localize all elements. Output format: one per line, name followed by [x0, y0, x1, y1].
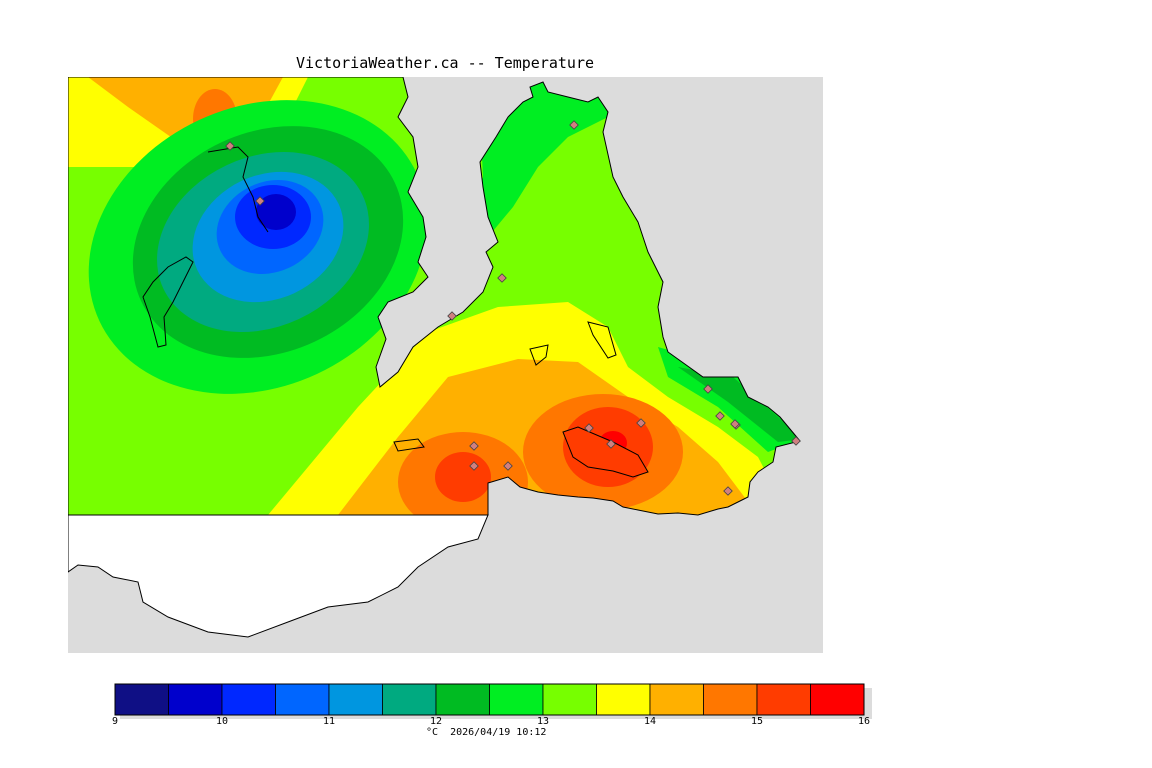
island-outline: [529, 344, 549, 366]
station-marker: [497, 273, 507, 283]
color-legend: [114, 683, 872, 719]
legend-tick-label: 15: [750, 716, 764, 727]
station-marker: [715, 411, 725, 421]
legend-bin: [810, 683, 865, 716]
legend-bin: [703, 683, 758, 716]
legend-bin: [382, 683, 437, 716]
legend-frame: [114, 683, 865, 716]
station-marker: [584, 423, 594, 433]
station-marker: [569, 120, 579, 130]
unmapped-land: [68, 514, 489, 638]
legend-tick-label: 10: [215, 716, 229, 727]
station-marker: [503, 461, 513, 471]
station-marker: [791, 436, 801, 446]
station-marker: [469, 441, 479, 451]
island-outline: [393, 438, 425, 452]
island-outline: [562, 426, 649, 478]
temperature-map: [68, 77, 823, 653]
station-marker: [447, 311, 457, 321]
legend-bin: [114, 683, 169, 716]
legend-caption: °C 2026/04/19 10:12: [426, 727, 547, 738]
station-marker: [636, 418, 646, 428]
legend-tick-label: 11: [322, 716, 336, 727]
station-markers: [225, 120, 801, 496]
station-marker: [469, 461, 479, 471]
station-marker: [703, 384, 713, 394]
river-outline: [207, 146, 269, 233]
island-outline: [142, 256, 194, 348]
legend-tick-label: 12: [429, 716, 443, 727]
legend-bin: [275, 683, 330, 716]
legend-bin: [596, 683, 651, 716]
legend-tick-label: 13: [536, 716, 550, 727]
station-marker: [723, 486, 733, 496]
island-outline: [587, 321, 617, 359]
station-marker: [730, 419, 740, 429]
legend-bin: [489, 683, 544, 716]
station-marker: [225, 141, 235, 151]
legend-tick-label: 16: [857, 716, 871, 727]
legend-bin: [435, 683, 490, 716]
station-marker: [255, 196, 265, 206]
legend-tick-label: 9: [111, 716, 119, 727]
station-marker: [606, 439, 616, 449]
legend-bin: [649, 683, 704, 716]
legend-bin: [221, 683, 276, 716]
legend-bins: [114, 683, 865, 716]
legend-bin: [168, 683, 223, 716]
legend-tick-label: 14: [643, 716, 657, 727]
legend-bin: [542, 683, 597, 716]
legend-bin: [756, 683, 811, 716]
map-title: VictoriaWeather.ca -- Temperature: [296, 54, 595, 72]
legend-bin: [328, 683, 383, 716]
